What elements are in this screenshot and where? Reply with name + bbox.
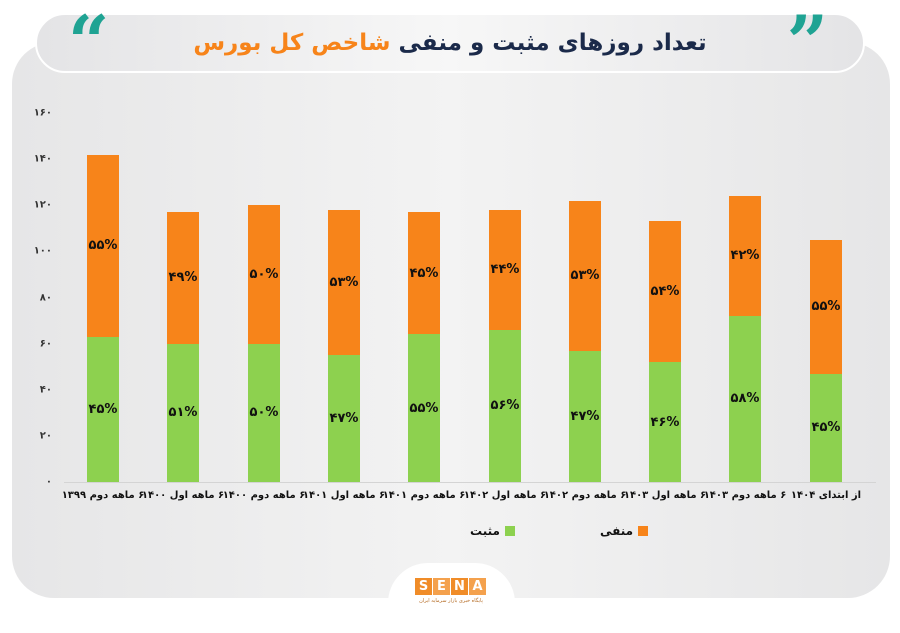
bar-stack: ۵۰% ۵۰% [248,205,280,482]
bar-stack: ۴۹% ۵۱% [167,212,199,482]
bar-segment-negative: ۵۰% [248,205,280,344]
bar-segment-negative: ۵۵% [87,154,119,337]
bar-segment-positive: ۵۵% [408,334,440,482]
percent-label-negative: ۵۴% [650,284,680,300]
percent-label-positive: ۴۷% [329,411,359,427]
bar-stack: ۵۵% ۴۵% [810,239,842,482]
percent-label-positive: ۴۵% [88,401,118,417]
x-axis-category-label: ۶ ماهه اول ۱۴۰۱ [302,490,386,501]
bar-segment-positive: ۵۶% [489,329,521,482]
percent-label-positive: ۴۷% [570,408,600,424]
open-quote-icon: “ [68,0,110,84]
y-axis-tick-label: ۶۰ [39,338,52,350]
percent-label-positive: ۵۵% [409,400,439,416]
bar-segment-positive: ۵۰% [248,343,280,482]
y-axis-tick-label: ۱۶۰ [33,107,52,119]
bar-segment-positive: ۴۷% [328,355,360,482]
y-axis-tick-label: ۱۰۰ [33,245,52,257]
legend-swatch-negative [638,526,649,536]
bar-segment-positive: ۵۸% [729,315,761,482]
percent-label-negative: ۴۲% [730,248,760,264]
x-axis-category-label: ۶ ماهه دوم ۱۴۰۳ [703,490,787,501]
bar-stack: ۵۵% ۴۵% [87,154,119,482]
bar-segment-positive: ۴۵% [87,336,119,482]
logo-subtitle: پایگاه خبری بازار سرمایه ایران [419,598,483,604]
y-axis-tick-label: ۲۰ [39,430,52,442]
x-axis-category-label: ۶ ماهه دوم ۱۳۹۹ [61,490,145,501]
y-axis-tick-label: ۴۰ [39,384,52,396]
x-axis-category-label: ۶ ماهه دوم ۱۴۰۰ [222,490,306,501]
percent-label-negative: ۵۳% [570,268,600,284]
logo-letter: S [415,578,432,595]
y-axis-tick-label: ۰ [45,476,52,488]
title-highlight: شاخص کل بورس [193,30,391,56]
percent-label-positive: ۵۶% [490,398,520,414]
legend-positive: مثبت [470,524,515,538]
logo-letter: E [433,578,450,595]
x-axis-category-label: ۶ ماهه دوم ۱۴۰۱ [382,490,466,501]
bar-segment-positive: ۴۷% [569,350,601,482]
x-axis-category-label: ۶ ماهه اول ۱۴۰۰ [141,490,225,501]
y-axis-tick-label: ۱۴۰ [33,153,52,165]
bar-stack: ۴۲% ۵۸% [729,196,761,482]
legend-negative: منفی [600,524,649,538]
y-axis-tick-label: ۱۲۰ [33,199,52,211]
bar-stack: ۵۳% ۴۷% [569,200,601,482]
logo-letter: A [469,578,486,595]
bar-segment-negative: ۵۴% [649,221,681,363]
title-banner: تعداد روزهای مثبت و منفی شاخص کل بورس [35,13,865,73]
bar-segment-positive: ۴۵% [810,373,842,482]
percent-label-negative: ۴۹% [168,270,198,286]
y-axis-tick-label: ۸۰ [39,292,52,303]
bar-stack: ۵۴% ۴۶% [649,221,681,482]
percent-label-positive: ۵۸% [730,391,760,407]
bar-stack: ۴۴% ۵۶% [489,209,521,482]
chart-title: تعداد روزهای مثبت و منفی شاخص کل بورس [193,30,706,56]
percent-label-positive: ۴۶% [650,414,680,430]
percent-label-positive: ۵۱% [168,405,198,421]
legend-label-positive: مثبت [470,524,500,538]
bar-stack: ۵۳% ۴۷% [328,209,360,482]
percent-label-negative: ۴۴% [490,262,520,278]
percent-label-negative: ۵۵% [811,299,841,315]
x-axis-line [64,482,876,483]
bar-segment-negative: ۵۳% [569,200,601,351]
legend-label-negative: منفی [600,524,634,538]
percent-label-negative: ۵۳% [329,275,359,290]
title-main: تعداد روزهای مثبت و منفی [398,30,707,56]
percent-label-negative: ۵۰% [249,266,279,282]
bar-segment-negative: ۵۵% [810,239,842,374]
bar-segment-negative: ۴۹% [167,212,199,344]
x-axis-category-label: ۶ ماهه اول ۱۴۰۳ [623,490,707,501]
bar-segment-positive: ۴۶% [649,362,681,482]
x-axis-category-label: ۶ ماهه دوم ۱۴۰۲ [543,490,627,501]
bar-segment-negative: ۵۳% [328,209,360,356]
logo-notch [388,563,515,633]
bar-segment-negative: ۴۴% [489,209,521,330]
bar-segment-negative: ۴۲% [729,196,761,316]
bar-segment-positive: ۵۱% [167,343,199,482]
percent-label-negative: ۴۵% [409,265,439,281]
bar-stack: ۴۵% ۵۵% [408,212,440,482]
bar-segment-negative: ۴۵% [408,212,440,335]
logo-letter: N [451,578,468,595]
percent-label-negative: ۵۵% [88,238,118,254]
percent-label-positive: ۴۵% [811,420,841,436]
sena-logo: S E N A [415,578,487,595]
x-axis-category-label: ۶ ماهه اول ۱۴۰۲ [463,490,547,501]
close-quote-icon: ” [786,0,828,84]
legend-swatch-positive [504,526,515,536]
x-axis-category-label: از ابتدای ۱۴۰۴ [790,490,862,501]
percent-label-positive: ۵۰% [249,405,279,421]
